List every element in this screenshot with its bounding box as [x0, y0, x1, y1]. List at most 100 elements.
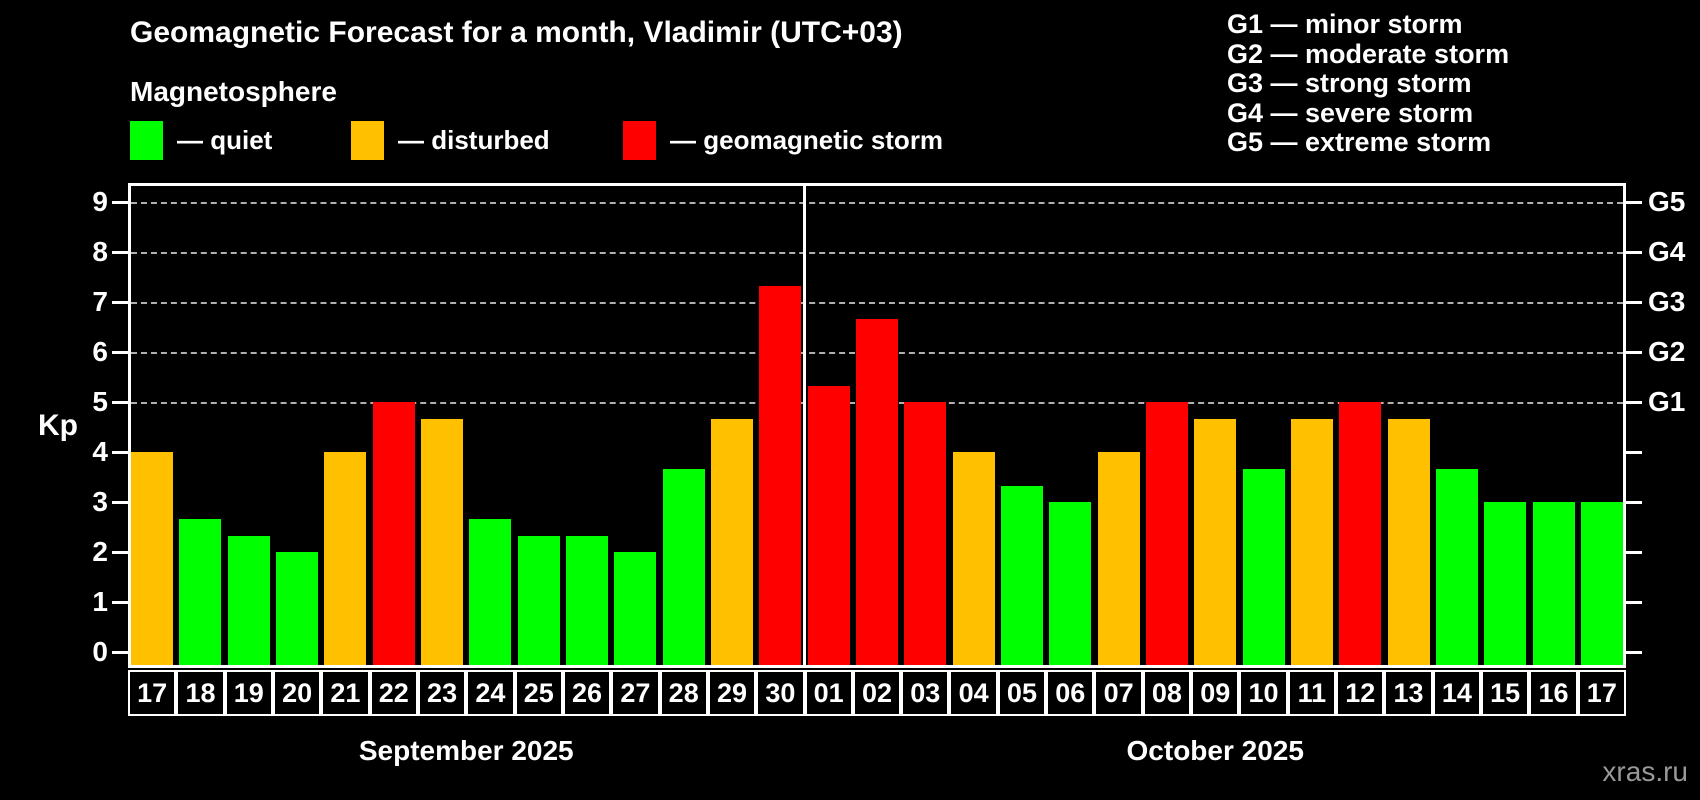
legend-label: — disturbed: [398, 125, 550, 155]
date-cell: 27: [611, 670, 660, 716]
date-cell: 15: [1481, 670, 1530, 716]
kp-bar: [759, 285, 802, 665]
date-cell: 02: [852, 670, 902, 716]
kp-bar: [662, 468, 705, 665]
legend-item-quiet: — quiet: [130, 121, 272, 160]
watermark: xras.ru: [1602, 756, 1688, 787]
y-axis-tick: [112, 200, 128, 204]
kp-bar: [904, 402, 947, 665]
date-cell: 17: [128, 670, 177, 716]
y-tick-label: 0: [92, 636, 108, 667]
legend-item-storm: — geomagnetic storm: [623, 121, 943, 160]
date-cell: 04: [949, 670, 998, 716]
date-cell: 14: [1432, 670, 1482, 716]
kp-bar: [1532, 502, 1575, 665]
kp-bar: [1484, 502, 1527, 665]
kp-bar: [1194, 418, 1237, 665]
g-tick-label: G4: [1648, 236, 1686, 267]
kp-bar: [1580, 502, 1623, 665]
date-cell: 07: [1094, 670, 1143, 716]
g-tick-label: G1: [1648, 386, 1686, 417]
y-axis-tick: [112, 450, 128, 454]
g-axis-tick: [1626, 550, 1642, 554]
y-tick-label: 7: [92, 286, 108, 317]
month-label: October 2025: [1126, 735, 1304, 766]
kp-bar: [614, 552, 657, 665]
date-cell: 23: [417, 670, 467, 716]
g-axis-tick: [1626, 600, 1642, 604]
g-legend-line: G4 — severe storm: [1227, 97, 1474, 128]
y-axis-tick: [112, 250, 128, 254]
y-axis-tick: [112, 550, 128, 554]
y-tick-label: 4: [92, 436, 108, 467]
date-cell: 25: [514, 670, 563, 716]
kp-bar: [372, 402, 415, 665]
date-cell: 26: [562, 670, 612, 716]
date-cell: 08: [1142, 670, 1192, 716]
month-separator: [803, 186, 807, 665]
date-cell: 24: [466, 670, 515, 716]
y-tick-label: 9: [92, 186, 108, 217]
chart-subtitle: Magnetosphere: [130, 76, 337, 107]
month-label: September 2025: [358, 735, 574, 766]
g-tick-label: G5: [1648, 186, 1686, 217]
kp-bar: [952, 452, 995, 665]
g-tick-label: G3: [1648, 286, 1686, 317]
g-axis-tick: [1626, 200, 1642, 204]
kp-bar: [807, 385, 850, 665]
storm-swatch: [623, 121, 656, 160]
gridline-kp8: [131, 252, 1623, 254]
y-axis-tick: [112, 500, 128, 504]
y-axis-label: Kp: [38, 409, 78, 442]
g-axis-tick: [1626, 650, 1642, 654]
kp-bar: [1387, 418, 1430, 665]
legend-label: — quiet: [177, 125, 273, 155]
legend-item-disturbed: — disturbed: [351, 121, 550, 160]
g-axis-tick: [1626, 350, 1642, 354]
kp-bar: [566, 535, 609, 665]
date-cell: 22: [369, 670, 418, 716]
y-tick-label: 5: [92, 386, 108, 417]
kp-bar: [1435, 468, 1478, 665]
date-cell: 21: [321, 670, 370, 716]
gridline-kp7: [131, 302, 1623, 304]
y-axis-tick: [112, 650, 128, 654]
kp-bar: [517, 535, 560, 665]
y-tick-label: 8: [92, 236, 108, 267]
date-cell: 19: [224, 670, 273, 716]
kp-bar: [1339, 402, 1382, 665]
kp-bar: [421, 418, 464, 665]
g-axis-tick: [1626, 450, 1642, 454]
y-axis-tick: [112, 600, 128, 604]
y-tick-label: 2: [92, 536, 108, 567]
y-tick-label: 6: [92, 336, 108, 367]
kp-bar: [856, 318, 898, 665]
date-cell: 13: [1384, 670, 1433, 716]
disturbed-swatch: [351, 121, 384, 160]
date-cell: 30: [756, 670, 805, 716]
g-axis-tick: [1626, 250, 1642, 254]
date-cell: 09: [1191, 670, 1240, 716]
kp-bar: [1000, 485, 1043, 665]
date-cell: 05: [997, 670, 1047, 716]
kp-bar: [1145, 402, 1188, 665]
date-cell: 18: [176, 670, 225, 716]
chart-title: Geomagnetic Forecast for a month, Vladim…: [130, 16, 903, 49]
kp-bar: [1242, 468, 1285, 665]
g-legend-line: G5 — extreme storm: [1227, 127, 1492, 157]
legend-label: — geomagnetic storm: [670, 125, 944, 155]
g-axis-tick: [1626, 400, 1642, 404]
y-axis-tick: [112, 350, 128, 354]
date-cell: 12: [1336, 670, 1385, 716]
date-cell: 29: [707, 670, 757, 716]
y-axis-tick: [112, 400, 128, 404]
g-tick-label: G2: [1648, 336, 1686, 367]
kp-bar: [276, 552, 319, 665]
g-axis-tick: [1626, 300, 1642, 304]
g-scale-legend: G1 — minor storm G2 — moderate storm G3 — …: [1227, 9, 1509, 158]
y-tick-label: 1: [92, 586, 108, 617]
date-cell: 16: [1529, 670, 1578, 716]
date-cell: 06: [1046, 670, 1095, 716]
gridline-kp9: [131, 202, 1623, 204]
kp-bar: [131, 452, 174, 665]
